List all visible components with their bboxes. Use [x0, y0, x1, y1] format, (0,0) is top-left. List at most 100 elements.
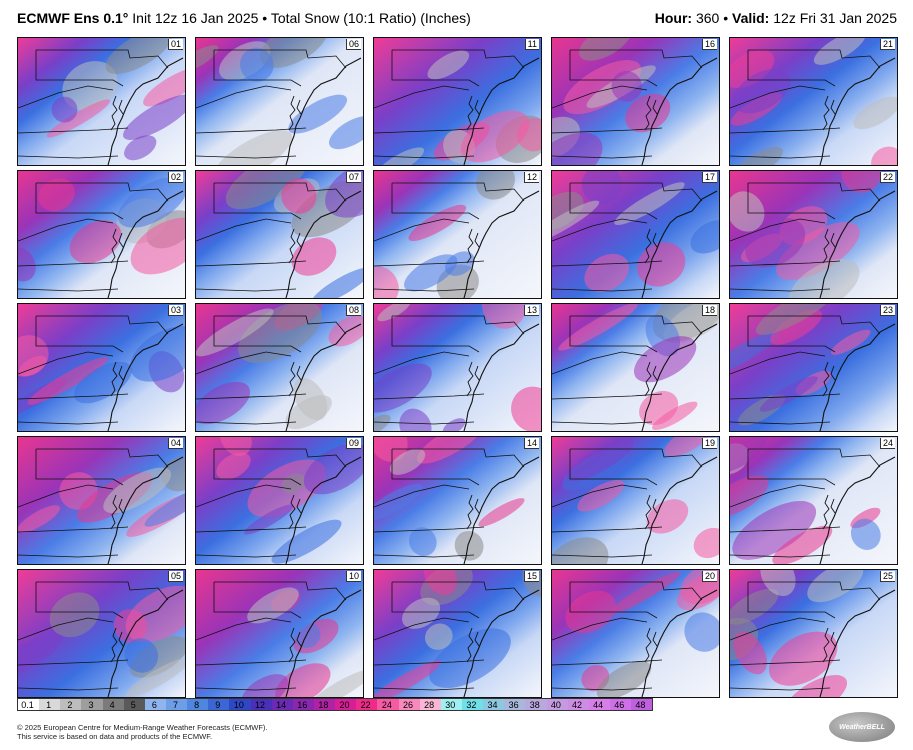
state-border [392, 315, 525, 335]
snow-band [73, 361, 132, 404]
colorbar-swatch [165, 699, 188, 710]
snow-band [117, 177, 185, 228]
coastline [285, 323, 362, 431]
member-number: 03 [167, 305, 183, 316]
state-border [391, 183, 480, 220]
snow-band [577, 479, 625, 512]
colorbar-swatch [39, 699, 61, 710]
snow-band [581, 171, 622, 204]
member-number: 12 [523, 172, 539, 183]
snow-band [423, 570, 457, 596]
state-border [18, 687, 119, 691]
state-border [569, 582, 658, 619]
state-border [214, 49, 347, 69]
member-panel-06: 06 [195, 37, 364, 166]
valid-label: Valid: [732, 10, 770, 26]
snow-band [841, 171, 882, 193]
chesapeake-bay [822, 95, 836, 131]
state-border [730, 85, 826, 109]
snow-map [18, 304, 185, 431]
state-border [552, 484, 648, 508]
state-border [214, 581, 347, 601]
snow-band [478, 498, 525, 527]
member-number: 01 [167, 39, 183, 50]
snow-band [770, 309, 823, 345]
snow-band [144, 483, 185, 527]
state-border [730, 617, 826, 641]
state-border [747, 316, 836, 353]
chesapeake-bay [466, 228, 480, 264]
member-panel-16: 16 [551, 37, 720, 166]
state-border [213, 50, 302, 87]
member-panel-19: 19 [551, 436, 720, 565]
state-border [214, 315, 347, 335]
snow-band [51, 96, 78, 123]
snow-band [652, 401, 698, 431]
colorbar-swatch [398, 699, 420, 710]
snow-band [219, 437, 252, 457]
coastline [107, 323, 184, 431]
snow-map [196, 570, 363, 697]
chesapeake-bay [644, 627, 658, 663]
member-number: 10 [345, 571, 361, 582]
snow-band [374, 437, 408, 462]
colorbar-tick-label: 48 [635, 700, 646, 710]
state-border [196, 421, 297, 425]
colorbar-swatch [313, 699, 336, 710]
state-border [18, 218, 114, 242]
snow-band [143, 67, 185, 107]
snow-band [871, 146, 897, 165]
snow-band [730, 437, 769, 474]
snow-band [730, 588, 779, 625]
snow-band [288, 94, 348, 134]
snow-map [552, 38, 719, 165]
chesapeake-bay [110, 95, 124, 131]
snow-band [633, 336, 697, 383]
snow-band [46, 99, 111, 138]
bullet-sep: • [262, 10, 271, 26]
coastline [463, 456, 540, 564]
snow-band [684, 612, 719, 652]
colorbar-tick-label: 5 [130, 700, 136, 710]
chesapeake-bay [110, 361, 124, 397]
snow-band [225, 171, 308, 210]
colorbar-swatch [525, 699, 547, 710]
snow-band [374, 363, 432, 413]
state-border [748, 581, 881, 601]
state-border [748, 448, 881, 468]
snow-band [244, 504, 294, 535]
colorbar-tick-label: 7 [172, 700, 179, 710]
state-border [213, 449, 302, 486]
snow-band [408, 204, 467, 241]
snow-band [241, 674, 289, 697]
state-border [18, 484, 114, 508]
colorbar-swatch [144, 699, 166, 710]
snow-band [18, 247, 36, 282]
chesapeake-bay [288, 228, 302, 264]
snow-band [552, 200, 600, 245]
coastline [463, 57, 540, 165]
member-panel-23: 23 [729, 303, 898, 432]
member-number: 25 [879, 571, 895, 582]
state-border [552, 85, 648, 109]
state-border [392, 581, 525, 601]
member-panel-18: 18 [551, 303, 720, 432]
snow-map [18, 437, 185, 564]
state-border [747, 183, 836, 220]
state-border [196, 351, 292, 375]
member-number: 15 [523, 571, 539, 582]
snow-band [850, 518, 881, 550]
colorbar-swatch [335, 699, 357, 710]
coastline [819, 456, 896, 564]
state-border [196, 554, 297, 558]
state-border [36, 448, 169, 468]
member-number: 06 [345, 39, 361, 50]
coastline [463, 323, 540, 431]
snow-band [285, 395, 332, 430]
snow-band [325, 171, 363, 218]
state-border [552, 617, 648, 641]
state-border [18, 617, 114, 641]
state-border [35, 50, 124, 87]
snow-field [552, 171, 719, 298]
snow-band [611, 70, 642, 102]
